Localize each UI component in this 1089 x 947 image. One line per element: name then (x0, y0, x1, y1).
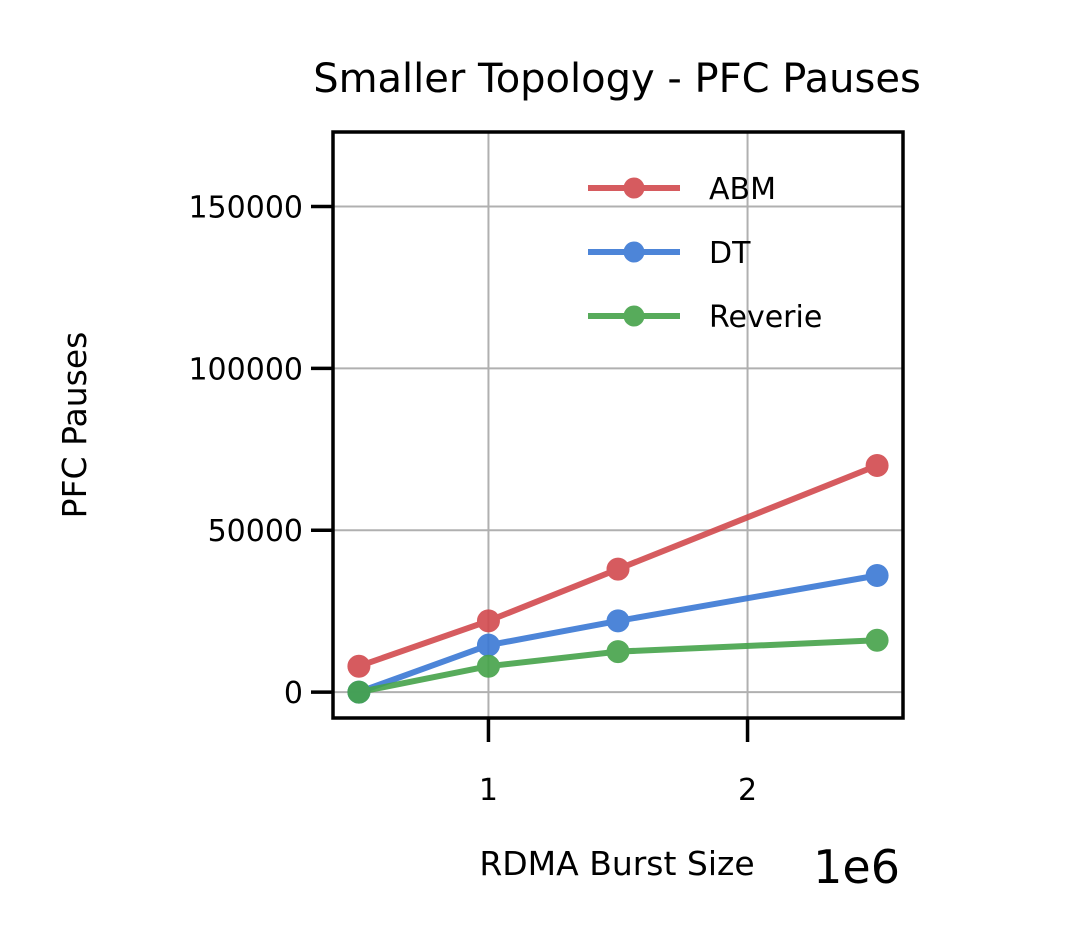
legend-swatch-marker (623, 177, 645, 199)
legend-label: ABM (709, 172, 776, 207)
series-line-dt (357, 572, 878, 695)
data-point-dt (865, 564, 889, 588)
data-point-dt (476, 633, 500, 657)
series-line-abm (357, 462, 879, 670)
chart-title: Smaller Topology - PFC Pauses (313, 56, 921, 102)
x-tick-label: 1 (479, 773, 498, 808)
series-reverie (347, 628, 889, 704)
legend-label: DT (709, 236, 751, 271)
legend-swatch-marker (623, 241, 645, 263)
data-point-abm (865, 453, 889, 477)
data-point-abm (606, 557, 630, 581)
x-axis-label: RDMA Burst Size (479, 844, 754, 883)
data-point-reverie (865, 628, 889, 652)
legend-label: Reverie (709, 300, 822, 335)
data-point-abm (476, 609, 500, 633)
y-tick-label: 100000 (188, 352, 303, 387)
plot-frame (331, 130, 905, 720)
x-offset-label: 1e6 (813, 840, 900, 894)
grid (333, 132, 903, 718)
y-ticks: 0 50000 100000 150000 (188, 190, 333, 711)
series-line-reverie (358, 637, 878, 696)
series-abm (347, 453, 889, 678)
data-point-reverie (476, 654, 500, 678)
y-tick-label: 0 (284, 676, 303, 711)
y-tick-label: 150000 (188, 190, 303, 225)
series-dt (347, 564, 889, 704)
y-tick-label: 50000 (208, 514, 303, 549)
legend-item-abm (588, 177, 680, 199)
data-point-reverie (347, 680, 371, 704)
legend-item-dt (588, 241, 680, 263)
data-point-dt (606, 609, 630, 633)
legend: ABM DT Reverie (588, 172, 822, 335)
data-point-reverie (606, 640, 630, 664)
y-axis-label: PFC Pauses (55, 332, 94, 519)
legend-swatch-marker (623, 305, 645, 327)
x-tick-label: 2 (738, 773, 757, 808)
legend-item-reverie (588, 305, 680, 327)
data-point-abm (347, 654, 371, 678)
series-layer (347, 453, 889, 704)
